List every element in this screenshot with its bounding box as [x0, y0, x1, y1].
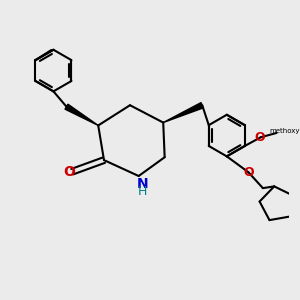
- Text: N: N: [136, 177, 148, 191]
- Polygon shape: [65, 104, 98, 125]
- Text: O: O: [63, 165, 75, 179]
- Text: methoxy: methoxy: [269, 128, 300, 134]
- Text: O: O: [243, 166, 254, 179]
- Text: O: O: [255, 131, 266, 144]
- Polygon shape: [163, 103, 203, 123]
- Text: H: H: [137, 184, 147, 197]
